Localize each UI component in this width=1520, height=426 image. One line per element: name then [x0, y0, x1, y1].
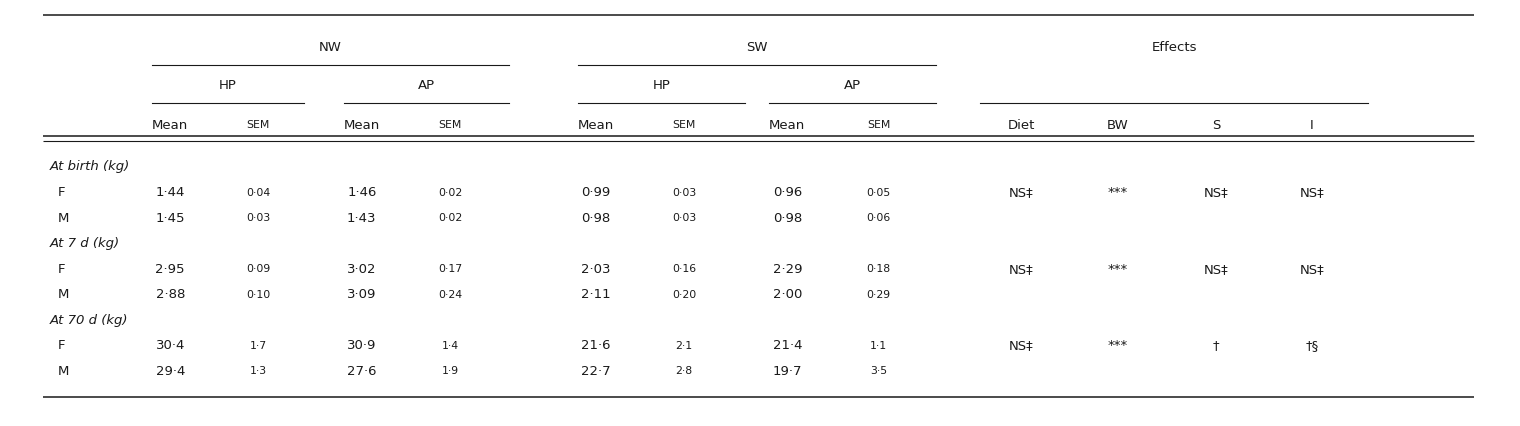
Text: 3·5: 3·5	[869, 366, 888, 377]
Text: 2·11: 2·11	[581, 288, 611, 301]
Text: NS‡: NS‡	[1009, 263, 1034, 276]
Text: Effects: Effects	[1152, 41, 1196, 54]
Text: 21·4: 21·4	[772, 340, 803, 352]
Text: I: I	[1310, 119, 1313, 132]
Text: 1·1: 1·1	[869, 341, 888, 351]
Text: 0·02: 0·02	[438, 213, 462, 223]
Text: F: F	[58, 263, 65, 276]
Text: NS‡: NS‡	[1009, 186, 1034, 199]
Text: 2·00: 2·00	[772, 288, 803, 301]
Text: ***: ***	[1107, 186, 1128, 199]
Text: 0·03: 0·03	[672, 213, 696, 223]
Text: 1·7: 1·7	[249, 341, 268, 351]
Text: 0·29: 0·29	[866, 290, 891, 300]
Text: 22·7: 22·7	[581, 365, 611, 378]
Text: SEM: SEM	[246, 120, 271, 130]
Text: 30·9: 30·9	[347, 340, 377, 352]
Text: 1·46: 1·46	[347, 186, 377, 199]
Text: 19·7: 19·7	[772, 365, 803, 378]
Text: 0·17: 0·17	[438, 264, 462, 274]
Text: 0·03: 0·03	[246, 213, 271, 223]
Text: NS‡: NS‡	[1204, 263, 1228, 276]
Text: 0·03: 0·03	[672, 187, 696, 198]
Text: NS‡: NS‡	[1300, 186, 1324, 199]
Text: AP: AP	[418, 79, 435, 92]
Text: Mean: Mean	[152, 119, 188, 132]
Text: 27·6: 27·6	[347, 365, 377, 378]
Text: 0·96: 0·96	[772, 186, 803, 199]
Text: 0·99: 0·99	[581, 186, 611, 199]
Text: At 7 d (kg): At 7 d (kg)	[50, 237, 120, 250]
Text: ***: ***	[1107, 340, 1128, 352]
Text: 0·05: 0·05	[866, 187, 891, 198]
Text: 1·9: 1·9	[441, 366, 459, 377]
Text: 1·4: 1·4	[441, 341, 459, 351]
Text: 3·09: 3·09	[347, 288, 377, 301]
Text: 0·98: 0·98	[772, 212, 803, 225]
Text: 0·18: 0·18	[866, 264, 891, 274]
Text: 1·45: 1·45	[155, 212, 185, 225]
Text: 2·95: 2·95	[155, 263, 185, 276]
Text: BW: BW	[1107, 119, 1128, 132]
Text: †§: †§	[1306, 340, 1318, 352]
Text: 0·24: 0·24	[438, 290, 462, 300]
Text: NS‡: NS‡	[1204, 186, 1228, 199]
Text: †: †	[1213, 340, 1219, 352]
Text: HP: HP	[652, 79, 670, 92]
Text: NW: NW	[319, 41, 342, 54]
Text: SW: SW	[746, 41, 768, 54]
Text: 0·06: 0·06	[866, 213, 891, 223]
Text: 2·29: 2·29	[772, 263, 803, 276]
Text: 1·44: 1·44	[155, 186, 185, 199]
Text: 29·4: 29·4	[155, 365, 185, 378]
Text: 0·02: 0·02	[438, 187, 462, 198]
Text: M: M	[58, 212, 68, 225]
Text: 2·8: 2·8	[675, 366, 693, 377]
Text: 1·43: 1·43	[347, 212, 377, 225]
Text: M: M	[58, 288, 68, 301]
Text: 0·16: 0·16	[672, 264, 696, 274]
Text: 0·20: 0·20	[672, 290, 696, 300]
Text: 2·88: 2·88	[155, 288, 185, 301]
Text: SEM: SEM	[866, 120, 891, 130]
Text: 3·02: 3·02	[347, 263, 377, 276]
Text: S: S	[1211, 119, 1221, 132]
Text: ***: ***	[1107, 263, 1128, 276]
Text: 0·98: 0·98	[581, 212, 611, 225]
Text: 0·09: 0·09	[246, 264, 271, 274]
Text: 2·03: 2·03	[581, 263, 611, 276]
Text: AP: AP	[844, 79, 862, 92]
Text: SEM: SEM	[672, 120, 696, 130]
Text: NS‡: NS‡	[1300, 263, 1324, 276]
Text: 1·3: 1·3	[249, 366, 268, 377]
Text: M: M	[58, 365, 68, 378]
Text: 21·6: 21·6	[581, 340, 611, 352]
Text: SEM: SEM	[438, 120, 462, 130]
Text: F: F	[58, 340, 65, 352]
Text: At birth (kg): At birth (kg)	[50, 161, 131, 173]
Text: At 70 d (kg): At 70 d (kg)	[50, 314, 129, 327]
Text: F: F	[58, 186, 65, 199]
Text: Diet: Diet	[1008, 119, 1035, 132]
Text: Mean: Mean	[344, 119, 380, 132]
Text: 0·10: 0·10	[246, 290, 271, 300]
Text: Mean: Mean	[769, 119, 806, 132]
Text: NS‡: NS‡	[1009, 340, 1034, 352]
Text: 2·1: 2·1	[675, 341, 693, 351]
Text: Mean: Mean	[578, 119, 614, 132]
Text: 0·04: 0·04	[246, 187, 271, 198]
Text: 30·4: 30·4	[155, 340, 185, 352]
Text: HP: HP	[219, 79, 237, 92]
